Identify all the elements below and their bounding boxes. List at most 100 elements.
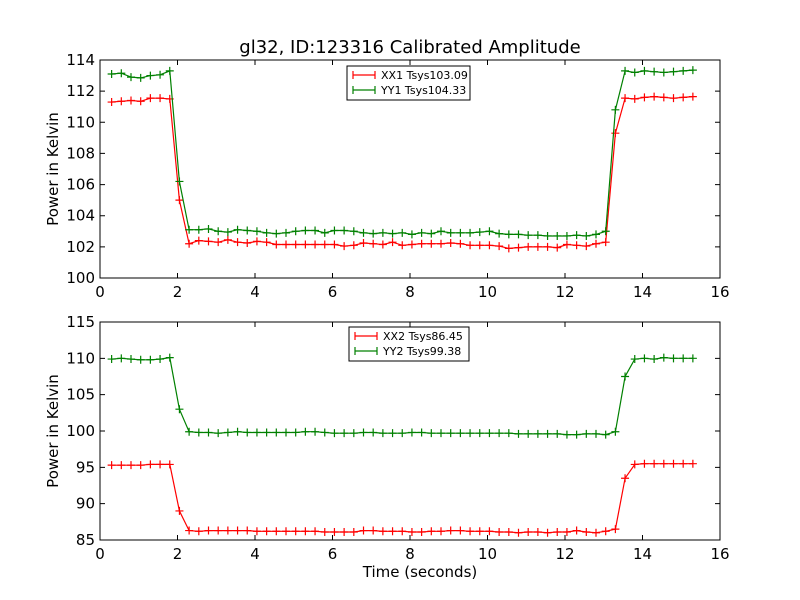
data-point: [582, 242, 591, 251]
data-point: [320, 428, 329, 437]
data-point: [466, 429, 475, 438]
data-point: [349, 528, 358, 537]
y-tick-label: 100: [66, 269, 95, 287]
data-point: [301, 240, 310, 249]
legend-label: XX1 Tsys103.09: [381, 69, 468, 82]
data-point: [562, 240, 571, 249]
data-point: [252, 527, 261, 536]
data-point: [495, 429, 504, 438]
data-point: [543, 231, 552, 240]
data-point: [175, 196, 184, 205]
data-point: [533, 242, 542, 251]
data-point: [640, 66, 649, 75]
y-tick-label: 114: [66, 51, 95, 69]
data-point: [650, 92, 659, 101]
data-point: [640, 459, 649, 468]
data-point: [533, 429, 542, 438]
x-tick-label: 8: [405, 283, 415, 301]
data-point: [156, 460, 165, 469]
legend: XX1 Tsys103.09 YY1 Tsys104.33: [346, 65, 471, 101]
data-point: [359, 428, 368, 437]
data-point: [427, 239, 436, 248]
y-tick-label: 85: [76, 531, 95, 549]
y-tick-label: 100: [66, 422, 95, 440]
data-point: [204, 224, 213, 233]
x-tick-label: 0: [95, 283, 105, 301]
data-point: [456, 239, 465, 248]
data-point: [427, 429, 436, 438]
data-point: [495, 242, 504, 251]
data-point: [582, 528, 591, 537]
data-point: [611, 105, 620, 114]
data-point: [437, 429, 445, 438]
data-point: [378, 527, 387, 536]
data-point: [504, 244, 513, 253]
legend-label: YY1 Tsys104.33: [380, 84, 466, 97]
data-point: [475, 429, 484, 438]
data-point: [243, 238, 252, 247]
data-point: [272, 527, 281, 536]
data-point: [369, 229, 378, 238]
data-point: [262, 428, 271, 437]
data-point: [117, 461, 126, 470]
data-point: [659, 93, 668, 102]
data-point: [621, 94, 630, 103]
data-point: [621, 372, 630, 381]
data-point: [640, 93, 649, 102]
bottom-panel: 0 2 4 6 8 10 12 14 16 85 90 95 100 105 110 115 Power in …: [44, 313, 730, 581]
x-tick-label: 10: [478, 283, 497, 301]
data-point: [679, 354, 688, 363]
data-point: [175, 506, 184, 515]
data-point: [291, 240, 300, 249]
data-point: [223, 228, 232, 237]
data-point: [679, 66, 688, 75]
y-tick-label: 102: [66, 238, 95, 256]
data-point: [340, 528, 349, 537]
data-point: [669, 67, 678, 76]
data-point: [630, 94, 639, 103]
data-point: [630, 68, 639, 77]
x-tick-label: 0: [95, 545, 105, 563]
y-tick-label: 110: [66, 349, 95, 367]
data-point: [456, 526, 465, 535]
x-tick-label: 12: [555, 545, 574, 563]
x-tick-label: 14: [633, 545, 652, 563]
data-point: [524, 231, 533, 240]
data-point: [330, 240, 339, 249]
data-point: [262, 527, 271, 536]
data-point: [223, 526, 232, 535]
data-point: [349, 429, 358, 438]
data-point: [311, 527, 320, 536]
x-tick-label: 14: [633, 283, 652, 301]
data-point: [349, 241, 358, 250]
data-point: [223, 428, 232, 437]
data-point: [669, 459, 678, 468]
data-point: [127, 96, 135, 105]
data-point: [524, 242, 533, 251]
data-point: [572, 526, 581, 535]
y-axis-label: Power in Kelvin: [44, 374, 62, 488]
data-point: [475, 228, 484, 237]
data-point: [592, 230, 600, 239]
data-point: [524, 429, 533, 438]
data-point: [611, 129, 620, 138]
data-point: [194, 236, 203, 245]
data-point: [466, 241, 475, 250]
data-point: [233, 526, 242, 535]
data-point: [214, 526, 223, 535]
data-point: [630, 355, 639, 364]
data-point: [165, 66, 174, 75]
data-point: [592, 429, 600, 438]
x-tick-label: 2: [173, 545, 183, 563]
data-point: [456, 429, 465, 438]
y-tick-label: 110: [66, 113, 95, 131]
data-point: [243, 428, 252, 437]
data-point: [330, 528, 339, 537]
data-point: [621, 66, 630, 75]
data-point: [669, 354, 678, 363]
data-point: [330, 429, 339, 438]
data-point: [146, 71, 155, 80]
y-axis-label: Power in Kelvin: [44, 112, 62, 226]
data-point: [388, 429, 397, 438]
x-tick-label: 4: [250, 545, 260, 563]
